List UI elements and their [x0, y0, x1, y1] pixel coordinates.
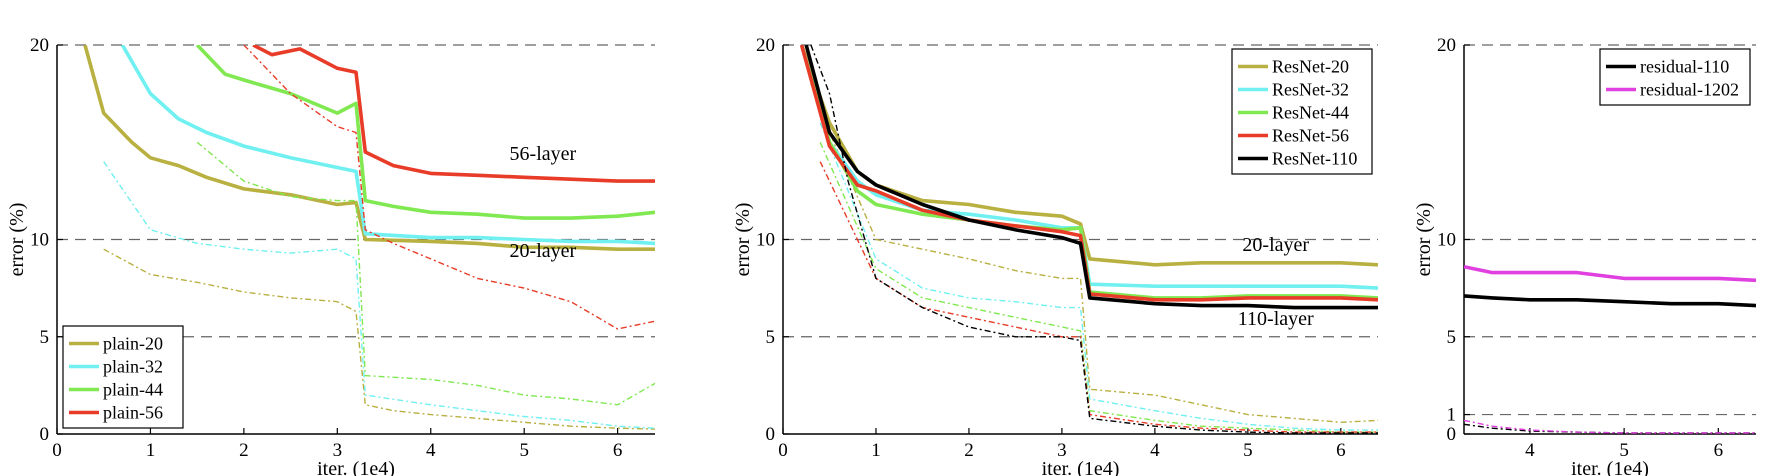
legend-entry: residual-1202	[1640, 80, 1739, 100]
series-test-line	[1464, 294, 1756, 308]
y-tick-label: 0	[766, 424, 776, 445]
series-group	[1464, 264, 1756, 434]
x-axis-label: iter. (1e4)	[1571, 458, 1649, 476]
y-axis-label: error (%)	[6, 203, 28, 277]
annotation: 20-layer	[510, 240, 577, 262]
x-tick-label: 4	[1525, 440, 1535, 461]
legend-entry: plain-44	[103, 380, 163, 400]
series-test-line	[120, 45, 655, 246]
series-group	[83, 45, 655, 430]
chart-panel-1: 0 5 10 20 0 1 2 3 4 5 6 iter. (1e4) error (%) 56-laye…	[6, 35, 655, 476]
series-test-line	[195, 45, 655, 220]
y-tick-label: 20	[30, 35, 49, 56]
legend-entry: plain-20	[103, 334, 163, 354]
legend: residual-110 residual-1202	[1599, 48, 1751, 106]
x-tick-label: 6	[1714, 440, 1724, 461]
series-train-line	[810, 83, 1378, 424]
series-test-line	[804, 45, 1378, 310]
series-test-line	[83, 45, 655, 251]
series-group	[799, 45, 1378, 434]
y-tick-label: 5	[766, 327, 776, 348]
x-tick-label: 2	[964, 440, 974, 461]
x-tick-label: 5	[1619, 440, 1629, 461]
annotation: 110-layer	[1238, 308, 1314, 330]
x-tick-label: 1	[146, 440, 156, 461]
x-tick-label: 4	[1150, 440, 1160, 461]
y-axis-label: error (%)	[1413, 203, 1435, 277]
annotation: 20-layer	[1242, 234, 1309, 256]
annotation: 56-layer	[510, 143, 577, 165]
x-tick-label: 0	[52, 440, 62, 461]
x-tick-label: 3	[333, 440, 343, 461]
y-tick-label: 0	[40, 424, 50, 445]
chart-panel-2: 0 5 10 20 0 1 2 3 4 5 6 iter. (1e4) error (%) 20-laye…	[732, 35, 1378, 476]
y-tick-label: 5	[1447, 327, 1457, 348]
x-tick-label: 5	[1243, 440, 1253, 461]
y-tick-label: 5	[40, 327, 50, 348]
series-train-line	[243, 45, 655, 330]
legend-entry: ResNet-44	[1272, 103, 1349, 123]
y-axis-label: error (%)	[732, 203, 754, 277]
x-tick-label: 3	[1057, 440, 1067, 461]
legend-entry: ResNet-110	[1272, 149, 1357, 169]
legend-entry: ResNet-20	[1272, 57, 1349, 77]
legend-entry: residual-110	[1640, 57, 1729, 77]
x-tick-label: 0	[778, 440, 788, 461]
series-train-line	[810, 45, 1378, 434]
legend-entry: plain-32	[103, 357, 163, 377]
series-train-line	[103, 248, 655, 430]
x-tick-label: 2	[239, 440, 249, 461]
series-train-line	[1464, 423, 1756, 434]
legend-entry: plain-56	[103, 403, 163, 423]
y-tick-label: 0	[1447, 424, 1457, 445]
x-tick-label: 5	[519, 440, 529, 461]
chart-panel-3: 01 5 10 20 4 5 6 iter. (1e4) error (%) residual-1…	[1413, 35, 1756, 476]
series-test-line	[252, 45, 655, 183]
x-axis-label: iter. (1e4)	[1042, 458, 1120, 476]
series-train-line	[819, 122, 1378, 431]
y-tick-label: 20	[756, 35, 775, 56]
x-tick-label: 1	[871, 440, 881, 461]
series-test-line	[799, 45, 1378, 300]
y-tick-label: 10	[30, 230, 49, 251]
y-tick-label: 10	[1437, 230, 1456, 251]
legend-entry: ResNet-56	[1272, 126, 1349, 146]
legend-box	[1599, 48, 1751, 106]
legend-entry: ResNet-32	[1272, 80, 1349, 100]
series-test-line	[1464, 264, 1756, 283]
y-tick-label: 10	[756, 230, 775, 251]
y-tick-label: 1	[1447, 405, 1457, 426]
x-tick-label: 6	[613, 440, 623, 461]
x-tick-label: 4	[426, 440, 436, 461]
x-tick-label: 6	[1336, 440, 1346, 461]
series-train-line	[819, 161, 1378, 433]
series-train-line	[1464, 419, 1756, 434]
legend: ResNet-20 ResNet-32 ResNet-44 ResNet-56 ResN…	[1231, 48, 1373, 175]
legend: plain-20 plain-32 plain-44 plain-56	[62, 325, 184, 429]
series-test-line	[799, 45, 1378, 302]
y-tick-label: 20	[1437, 35, 1456, 56]
x-axis-label: iter. (1e4)	[317, 458, 395, 476]
series-train-line	[196, 141, 655, 406]
